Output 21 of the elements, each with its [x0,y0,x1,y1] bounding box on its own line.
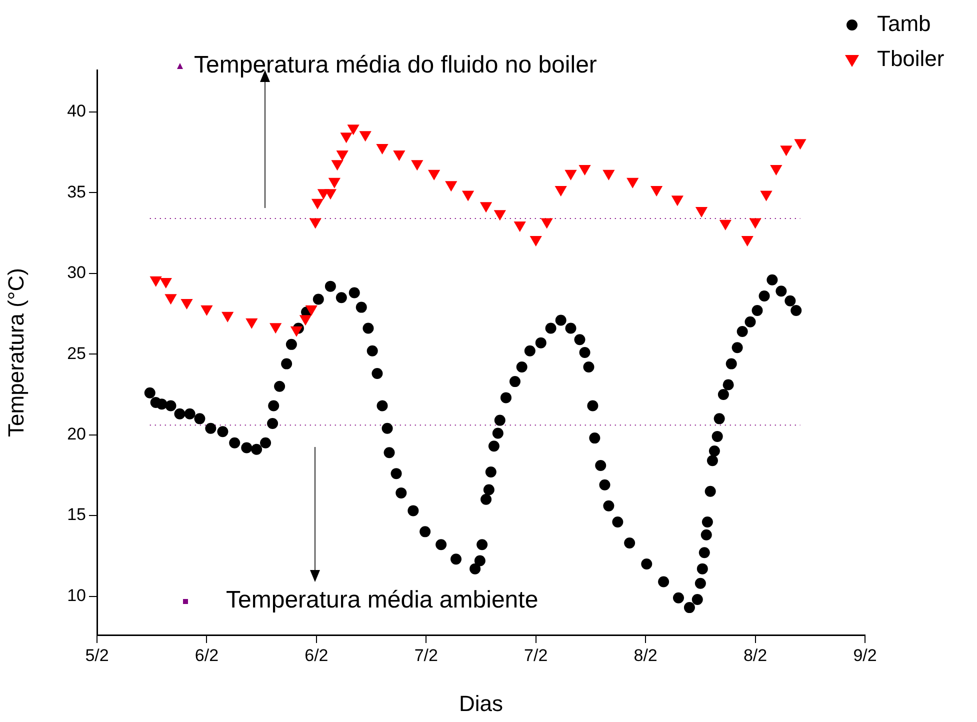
x-tick-label: 9/2 [853,646,877,665]
x-tick-label: 8/2 [743,646,768,665]
y-tick-label: 30 [67,263,86,282]
x-tick-label: 7/2 [524,646,548,665]
y-tick-label: 20 [67,424,86,444]
legend-label: Temperatura média do fluido no boiler [194,52,597,79]
x-tick-label: 7/2 [414,646,438,665]
x-tick-label: 5/2 [85,646,109,665]
x-tick-label: 8/2 [634,646,658,665]
y-tick-label: 25 [67,344,86,363]
x-tick-label: 6/2 [194,646,219,665]
y-tick-label: 10 [67,586,86,605]
y-axis-title: Temperatura (°C) [3,268,28,437]
legend-label: Tamb [877,11,931,36]
y-tick-label: 15 [67,505,86,524]
x-tick-label: 6/2 [304,646,328,665]
y-tick-label: 40 [67,102,86,121]
x-axis-title: Dias [458,690,504,716]
legend-label: Tboiler [877,46,944,72]
y-tick-label: 35 [67,182,86,202]
legend-label: Temperatura média ambiente [226,586,538,614]
